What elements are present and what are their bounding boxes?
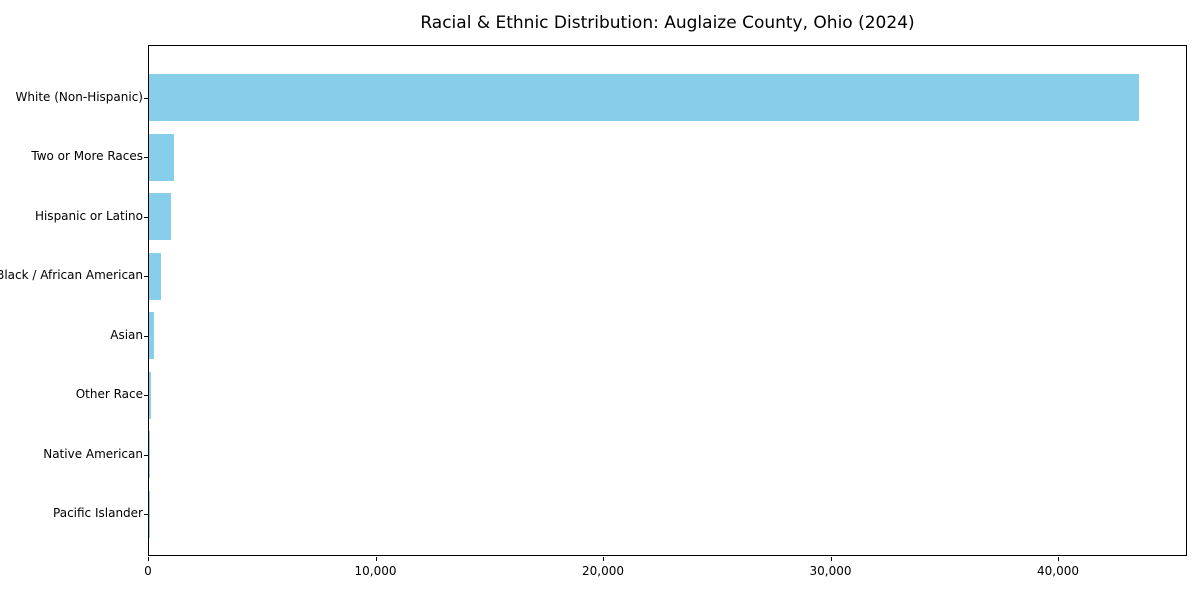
y-axis-tick [144,335,148,337]
y-axis-tick [144,514,148,516]
bar-two-or-more-races [149,133,175,181]
x-axis-tick-label: 10,000 [354,564,397,578]
bar-white-non-hispanic [149,74,1139,121]
x-axis-tick [1058,557,1059,561]
bar-asian [149,312,154,360]
y-axis-tick [144,276,148,278]
category-label: White (Non-Hispanic) [15,89,143,104]
x-axis-tick-label: 0 [144,564,152,578]
plot-area [144,45,1187,556]
y-axis-tick [144,97,148,99]
y-axis-tick [144,157,148,159]
category-label: Other Race [75,387,143,402]
y-axis-tick [144,395,148,397]
x-axis-tick-label: 20,000 [582,564,624,578]
category-label: Hispanic or Latino [34,208,143,223]
x-axis-tick-label: 40,000 [1037,564,1079,578]
x-axis-tick [148,557,149,561]
x-axis-tick [375,557,377,561]
category-label: Native American [43,446,143,461]
y-axis-tick [144,216,148,218]
chart-title: Racial & Ethnic Distribution: Auglaize C… [420,13,915,33]
category-label: Black / African American [0,268,143,283]
y-axis-tick [144,454,148,456]
category-label: Asian [110,327,143,342]
bar-other-race [149,371,151,419]
x-axis-tick [603,557,604,561]
x-axis-tick-label: 30,000 [809,564,852,578]
bar-hispanic-or-latino [149,193,171,241]
category-label: Pacific Islander [53,506,143,521]
bar-black-african-american [149,252,161,300]
category-label: Two or More Races [31,149,143,164]
x-axis-tick [830,557,832,561]
bar-native-american [149,431,151,479]
